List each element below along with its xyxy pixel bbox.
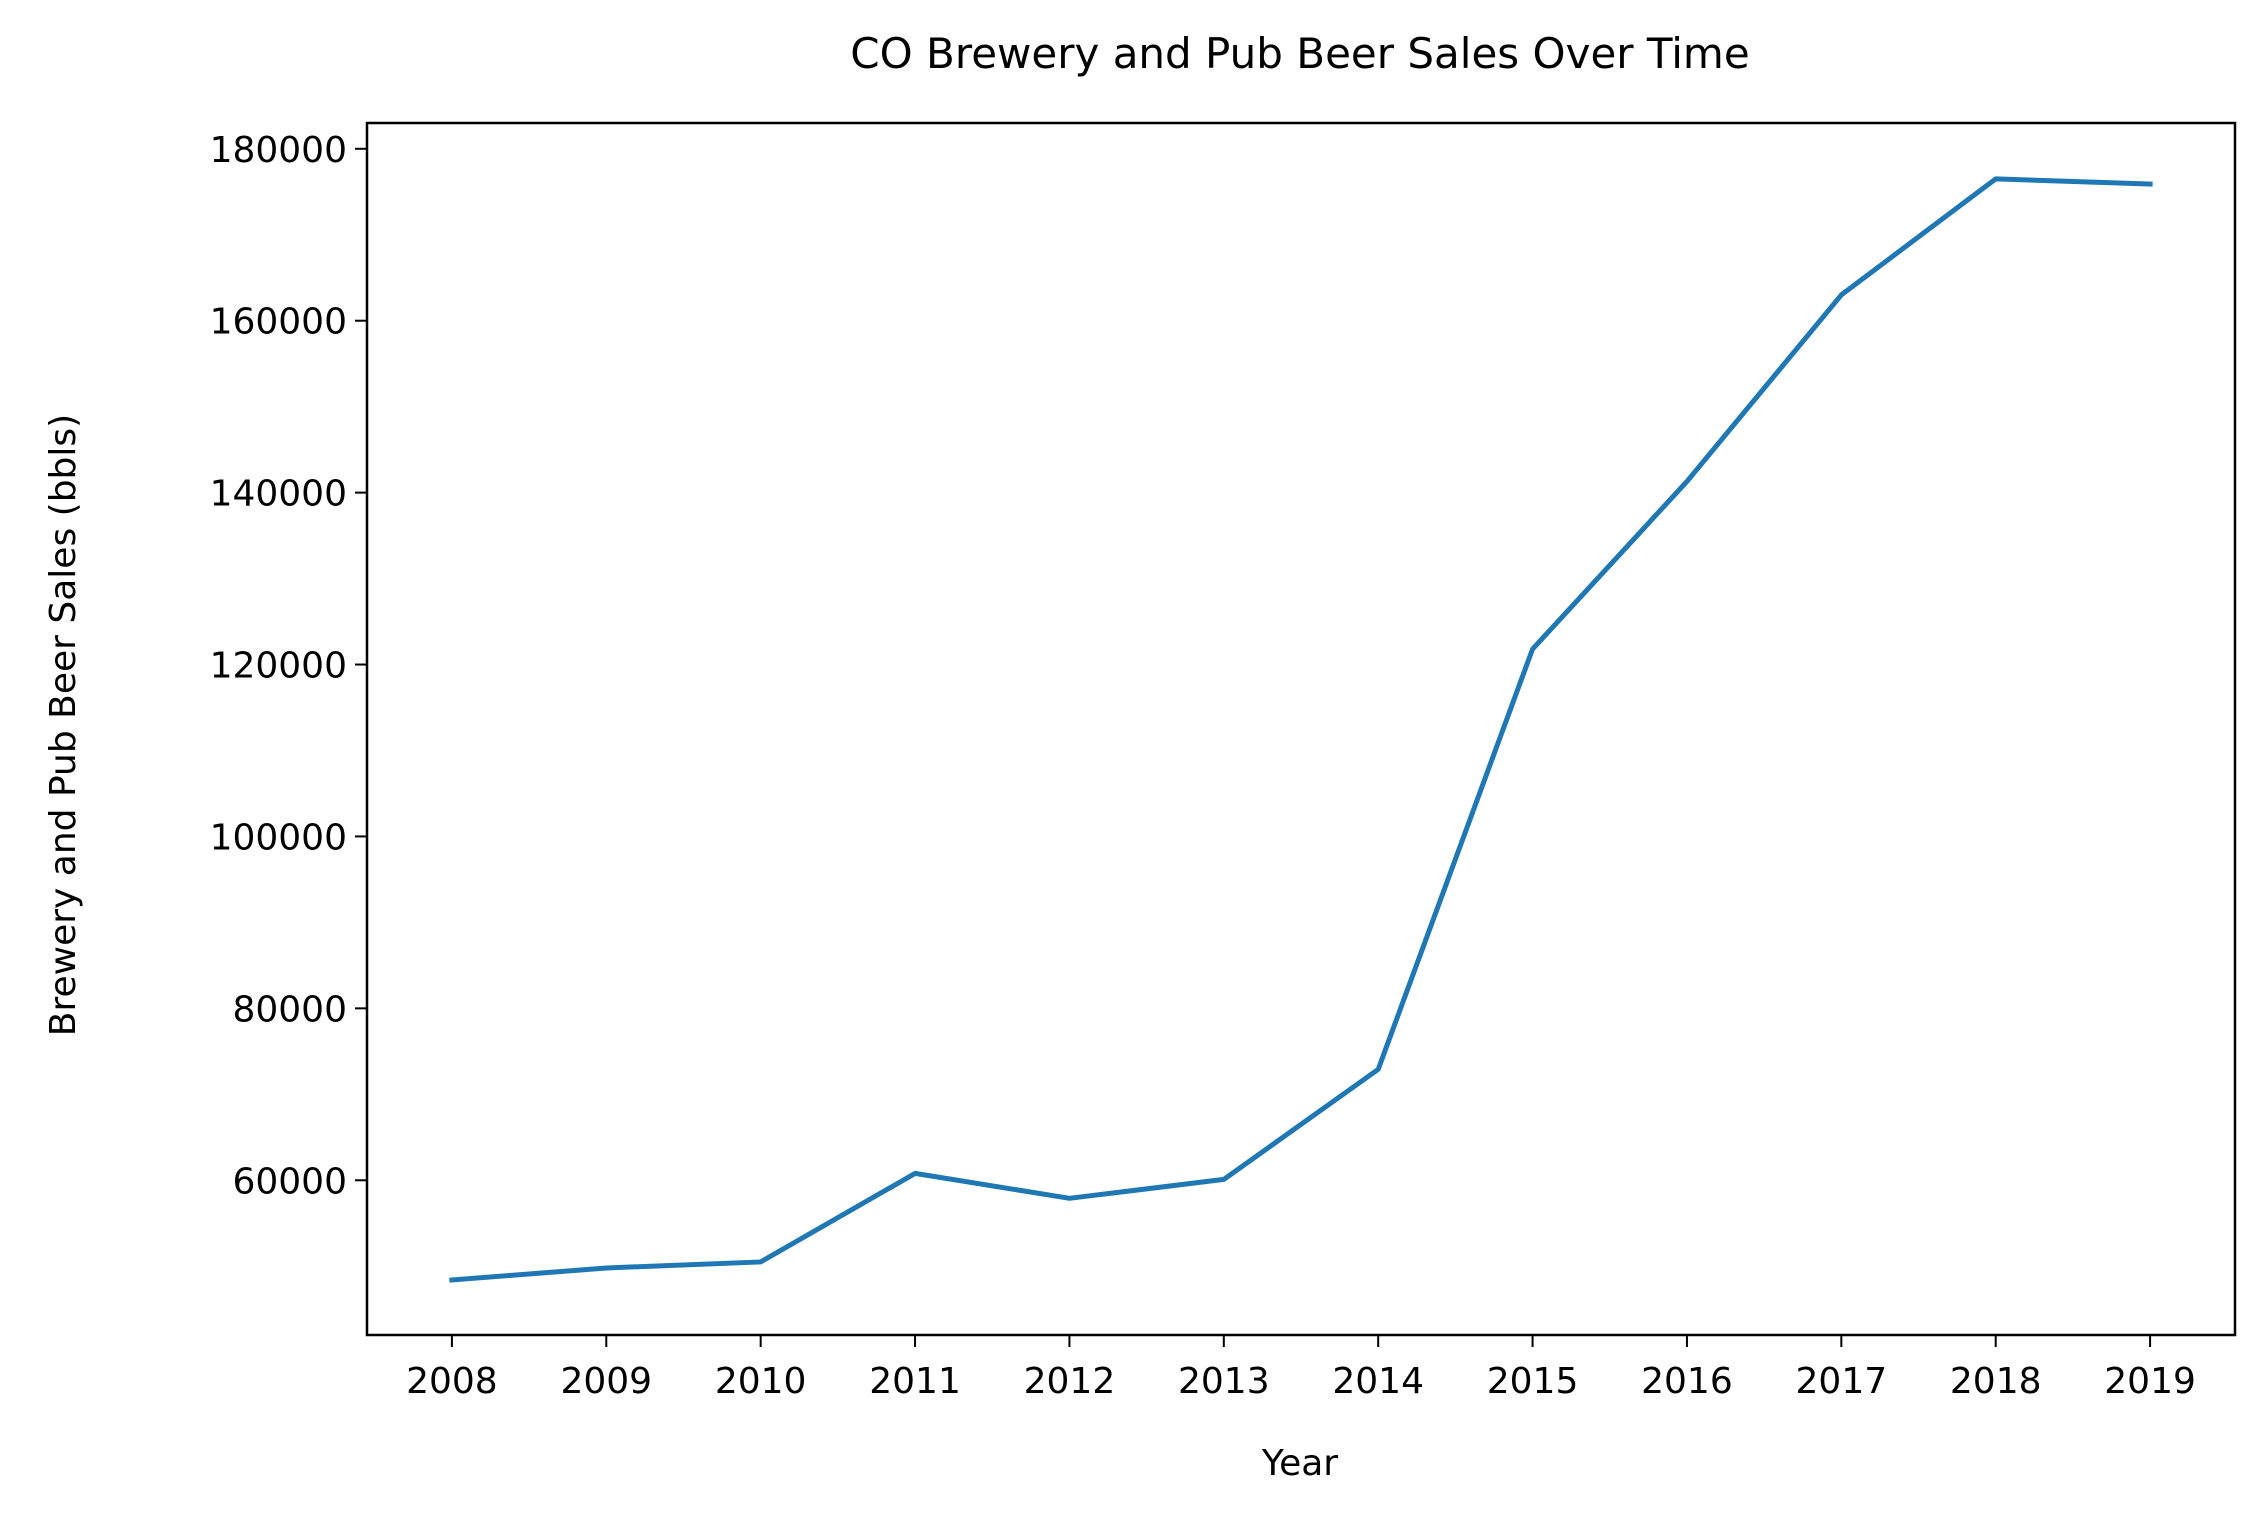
x-tick-label: 2008 <box>406 1361 498 1402</box>
series-line <box>449 176 2153 1283</box>
y-tick-label: 60000 <box>232 1161 347 1202</box>
y-tick-label: 120000 <box>210 646 347 687</box>
x-tick-label: 2009 <box>560 1361 652 1402</box>
x-tick-label: 2019 <box>2104 1361 2196 1402</box>
chart-title: CO Brewery and Pub Beer Sales Over Time <box>850 29 1749 78</box>
x-tick-label: 2017 <box>1796 1361 1888 1402</box>
axes-frame <box>365 121 2237 1337</box>
y-tick-label: 80000 <box>232 989 347 1030</box>
y-tick-label: 140000 <box>210 474 347 515</box>
x-tick-label: 2016 <box>1641 1361 1733 1402</box>
y-tick-label: 100000 <box>210 817 347 858</box>
x-axis-label: Year <box>1261 1443 1338 1484</box>
y-axis-label: Brewery and Pub Beer Sales (bbls) <box>43 414 84 1036</box>
x-tick-label: 2018 <box>1950 1361 2042 1402</box>
x-tick-label: 2015 <box>1487 1361 1579 1402</box>
y-tick-label: 180000 <box>210 130 347 171</box>
x-tick-label: 2011 <box>869 1361 961 1402</box>
x-tick-label: 2010 <box>715 1361 807 1402</box>
x-tick-label: 2013 <box>1178 1361 1270 1402</box>
x-tick-label: 2012 <box>1024 1361 1116 1402</box>
x-tick-label: 2014 <box>1332 1361 1424 1402</box>
y-tick-label: 160000 <box>210 302 347 343</box>
plot-area: 2008 2009 2010 2011 2012 2013 2014 2015 2016 2017… <box>210 121 2237 1402</box>
